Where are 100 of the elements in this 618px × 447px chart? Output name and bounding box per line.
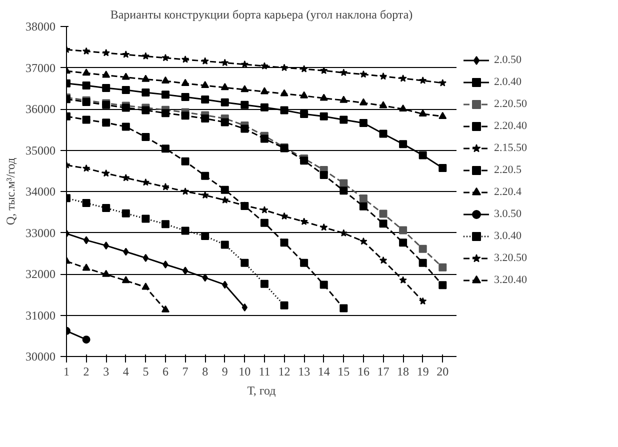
point xyxy=(220,118,229,126)
point xyxy=(399,140,408,148)
x-tick-label: 12 xyxy=(278,364,290,378)
point xyxy=(240,100,249,109)
point xyxy=(360,70,368,78)
point xyxy=(438,263,447,272)
point xyxy=(82,164,90,172)
point xyxy=(122,276,130,284)
legend-label: 2.0.40 xyxy=(494,76,522,88)
point xyxy=(82,68,90,76)
point xyxy=(340,116,348,124)
point xyxy=(300,258,308,267)
point xyxy=(142,254,149,262)
point xyxy=(122,122,130,131)
point xyxy=(320,223,328,231)
x-tick-label: 18 xyxy=(397,364,410,378)
x-tick-label: 10 xyxy=(238,364,251,378)
y-tick-label: 36000 xyxy=(26,102,56,116)
point xyxy=(419,297,427,305)
point xyxy=(201,114,210,122)
point xyxy=(142,282,150,290)
x-axis-title: Т, год xyxy=(247,384,276,398)
point xyxy=(161,144,170,153)
point xyxy=(181,226,190,235)
x-tick-label: 4 xyxy=(122,364,129,378)
point xyxy=(359,202,368,210)
point xyxy=(300,218,308,225)
point xyxy=(240,60,248,68)
point xyxy=(102,169,110,177)
point xyxy=(82,47,90,55)
legend-label: 2.15.50 xyxy=(494,142,527,154)
point xyxy=(320,94,328,101)
point xyxy=(438,281,447,290)
point xyxy=(379,101,388,108)
point xyxy=(280,89,288,96)
point xyxy=(280,212,288,220)
x-tick-label: 19 xyxy=(416,364,429,378)
point xyxy=(82,264,90,271)
point xyxy=(418,258,427,267)
point xyxy=(102,84,110,92)
point xyxy=(399,276,407,284)
x-tick-label: 15 xyxy=(338,364,350,378)
point xyxy=(162,260,168,269)
point xyxy=(201,80,210,88)
legend-label: 2.0.50 xyxy=(494,54,522,66)
point xyxy=(438,112,447,119)
point xyxy=(122,174,130,182)
point xyxy=(399,74,407,82)
point xyxy=(240,258,249,267)
point xyxy=(102,70,110,78)
legend-title: Варианты конструкции борта карьера (угол наклона борта) xyxy=(110,8,413,22)
point xyxy=(181,157,190,166)
point xyxy=(142,133,150,142)
point xyxy=(162,54,170,62)
point xyxy=(320,280,328,289)
point xyxy=(181,188,190,195)
point xyxy=(320,171,328,179)
y-tick-label: 35000 xyxy=(26,143,56,158)
point xyxy=(222,280,228,289)
point xyxy=(340,96,348,103)
x-tick-label: 3 xyxy=(103,364,110,378)
legend-label: 3.20.50 xyxy=(494,252,527,264)
point xyxy=(142,106,150,114)
point xyxy=(359,98,368,106)
y-tick-label: 34000 xyxy=(26,184,56,198)
point xyxy=(379,130,388,138)
point xyxy=(438,79,446,86)
point xyxy=(419,76,427,84)
point xyxy=(379,256,388,264)
point xyxy=(142,214,150,223)
legend-label: 3.20.40 xyxy=(494,274,527,286)
point xyxy=(340,186,348,195)
x-tick-label: 5 xyxy=(142,364,149,378)
y-tick-label: 32000 xyxy=(26,267,56,281)
point xyxy=(142,88,150,96)
point xyxy=(82,81,90,90)
point xyxy=(399,104,408,112)
y-tick-label: 38000 xyxy=(26,20,56,34)
x-tick-label: 13 xyxy=(298,364,310,378)
point xyxy=(123,248,129,256)
point xyxy=(181,93,190,102)
legend-label: 3.0.40 xyxy=(494,230,522,242)
point xyxy=(340,304,348,312)
legend-label: 2.20.4 xyxy=(494,186,522,198)
point xyxy=(181,112,190,120)
point xyxy=(300,156,308,165)
point xyxy=(359,119,368,128)
point xyxy=(300,110,308,118)
point xyxy=(122,209,130,218)
point xyxy=(340,68,348,76)
point xyxy=(201,172,210,180)
point xyxy=(161,90,170,99)
point xyxy=(280,106,288,114)
point xyxy=(260,103,268,112)
point xyxy=(122,72,130,80)
legend-label: 2.20.5 xyxy=(494,164,522,176)
point xyxy=(122,86,130,94)
point xyxy=(162,182,170,190)
x-tick-label: 7 xyxy=(182,364,188,378)
x-tick-label: 17 xyxy=(377,364,390,378)
